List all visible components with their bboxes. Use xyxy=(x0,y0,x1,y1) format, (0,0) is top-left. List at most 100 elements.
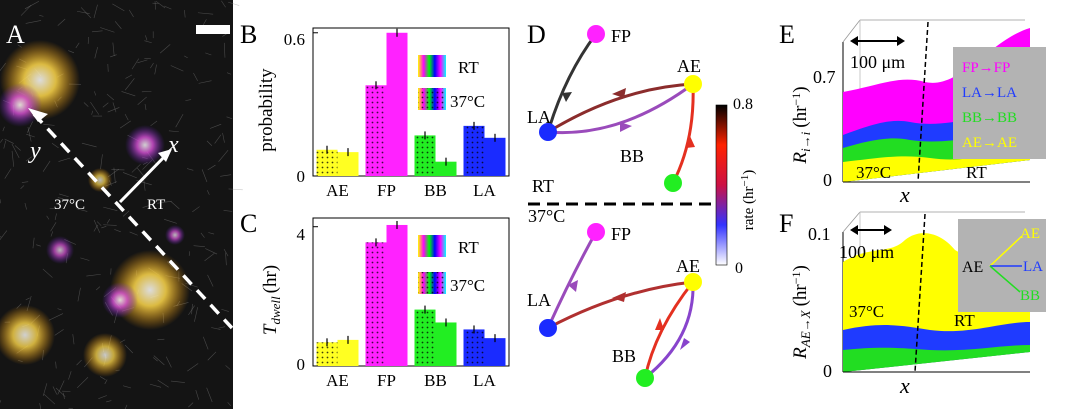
region-label-rt: RT xyxy=(147,197,165,213)
x-tick-label: LA xyxy=(473,371,496,390)
bar-pattern xyxy=(366,85,387,176)
bar-pattern xyxy=(415,135,436,176)
bar-pattern xyxy=(415,310,436,366)
legend-source: AE xyxy=(962,259,983,276)
node-label-la: LA xyxy=(527,290,551,310)
node-label-fp: FP xyxy=(611,26,631,46)
legend-item-ae: AE→AE xyxy=(962,135,1017,151)
bar-pattern xyxy=(366,242,387,366)
y-tick-label: 0.6 xyxy=(284,30,305,49)
node-label-fp: FP xyxy=(611,224,631,244)
y-tick-label: 4 xyxy=(297,225,306,244)
edge-bb-ae xyxy=(645,282,693,378)
edge-la-fp xyxy=(548,232,596,328)
panel-c: C Tdwell(hr) AE FP BB LA 0 4 RT 37°C xyxy=(240,209,509,390)
node-label-bb: BB xyxy=(612,346,636,366)
x-tick-label: BB xyxy=(424,371,447,390)
scale-bar-label: 100 μm xyxy=(839,242,894,262)
node-label-la: LA xyxy=(527,107,551,127)
panel-letter: F xyxy=(779,209,793,238)
y-tick-top: 0.7 xyxy=(813,67,836,87)
edge-bb-ae xyxy=(673,84,693,183)
scale-bar xyxy=(196,25,230,34)
x-tick-label: LA xyxy=(473,181,496,200)
legend-label-rt: RT xyxy=(458,58,479,77)
panel-letter: D xyxy=(527,20,546,49)
y-tick-top: 0.1 xyxy=(808,224,831,244)
legend: RT 37°C xyxy=(418,235,485,295)
y-tick-bottom: 0 xyxy=(823,170,832,190)
x-tick-label: FP xyxy=(377,371,396,390)
panel-d: D FP AE LA BB RT 37°C FP AE xyxy=(527,20,757,387)
colorbar-max: 0.8 xyxy=(733,96,753,113)
node-label-ae: AE xyxy=(676,256,700,276)
y-tick-bottom: 0 xyxy=(823,361,832,381)
legend-item-bb: BB xyxy=(1020,288,1040,304)
y-axis-label: probability xyxy=(256,68,277,152)
legend-item-la: LA xyxy=(1023,259,1043,275)
node-label-ae: AE xyxy=(677,56,701,76)
region-label-37c: 37°C xyxy=(849,302,884,321)
panel-e: E 100 μm 0.7 0 x Ri→i(hr−1) 37°C RT FP→F… xyxy=(779,20,1046,207)
y-axis-label: Ri→i(hr−1) xyxy=(789,86,813,164)
node-bb xyxy=(636,369,654,387)
legend-item-fp: FP→FP xyxy=(962,60,1010,76)
panel-letter: C xyxy=(240,209,257,238)
x-tick-label: AE xyxy=(326,181,349,200)
legend-item-ae: AE xyxy=(1020,226,1040,242)
panel-letter: A xyxy=(6,20,25,49)
bar-bb-37c xyxy=(436,322,457,366)
legend-label-37c: 37°C xyxy=(450,276,485,295)
region-label-37c: 37°C xyxy=(856,163,891,182)
region-label-rt: RT xyxy=(966,163,987,182)
node-fp xyxy=(587,25,605,43)
legend-label-rt: RT xyxy=(458,238,479,257)
legend: RT 37°C xyxy=(418,55,485,111)
axis-label-y: y xyxy=(28,138,41,164)
edge-ae-la xyxy=(548,282,693,328)
legend-item-la: LA→LA xyxy=(962,85,1017,101)
node-fp xyxy=(587,223,605,241)
panel-letter: B xyxy=(240,20,257,49)
panel-b: B probability AE FP BB LA 0 0.6 RT 37°C xyxy=(240,20,509,200)
region-label-37c: 37°C xyxy=(528,206,565,226)
bar-la-37c xyxy=(485,338,506,366)
bar-pattern xyxy=(464,126,485,176)
legend-swatch-rt xyxy=(418,55,446,77)
y-tick-label: 0 xyxy=(297,167,306,186)
bar-pattern xyxy=(464,329,485,366)
scale-bar-label: 100 μm xyxy=(850,52,905,72)
node-bb xyxy=(664,174,682,192)
bar-fp-37c xyxy=(387,33,408,176)
legend: AE AE LA BB xyxy=(958,219,1046,312)
bar-la-37c xyxy=(485,138,506,176)
colorbar-min: 0 xyxy=(735,260,743,277)
legend-label-37c: 37°C xyxy=(450,92,485,111)
y-axis-label: Tdwell(hr) xyxy=(260,265,283,335)
colorbar xyxy=(716,105,727,265)
edge-ae-bb xyxy=(645,282,693,378)
node-label-bb: BB xyxy=(620,146,644,166)
legend: FP→FP LA→LA BB→BB AE→AE xyxy=(953,47,1046,159)
node-ae xyxy=(684,75,702,93)
region-label-rt: RT xyxy=(954,311,975,330)
y-axis-label: RAE→X(hr−1) xyxy=(789,265,813,360)
panel-a: A y x 37°C RT xyxy=(0,0,243,409)
x-tick-label: AE xyxy=(326,371,349,390)
legend-item-bb: BB→BB xyxy=(962,110,1017,126)
axis-label-x: x xyxy=(167,132,179,158)
bar-chart: AE FP BB LA 0 0.6 xyxy=(284,29,506,200)
bar-fp-37c xyxy=(387,225,408,366)
x-tick-label: BB xyxy=(424,181,447,200)
panel-letter: E xyxy=(779,20,795,49)
x-tick-label: FP xyxy=(377,181,396,200)
x-axis-label: x xyxy=(899,373,910,398)
panel-f: F 100 μm 0.1 0 x RAE→X(hr−1) 37°C RT AE … xyxy=(779,209,1046,398)
y-tick-label: 0 xyxy=(297,355,306,374)
region-label-rt: RT xyxy=(532,176,554,196)
x-axis-label: x xyxy=(899,182,910,207)
region-label-37c: 37°C xyxy=(54,197,85,213)
legend-swatch-rt xyxy=(418,235,446,257)
node-la xyxy=(539,319,557,337)
